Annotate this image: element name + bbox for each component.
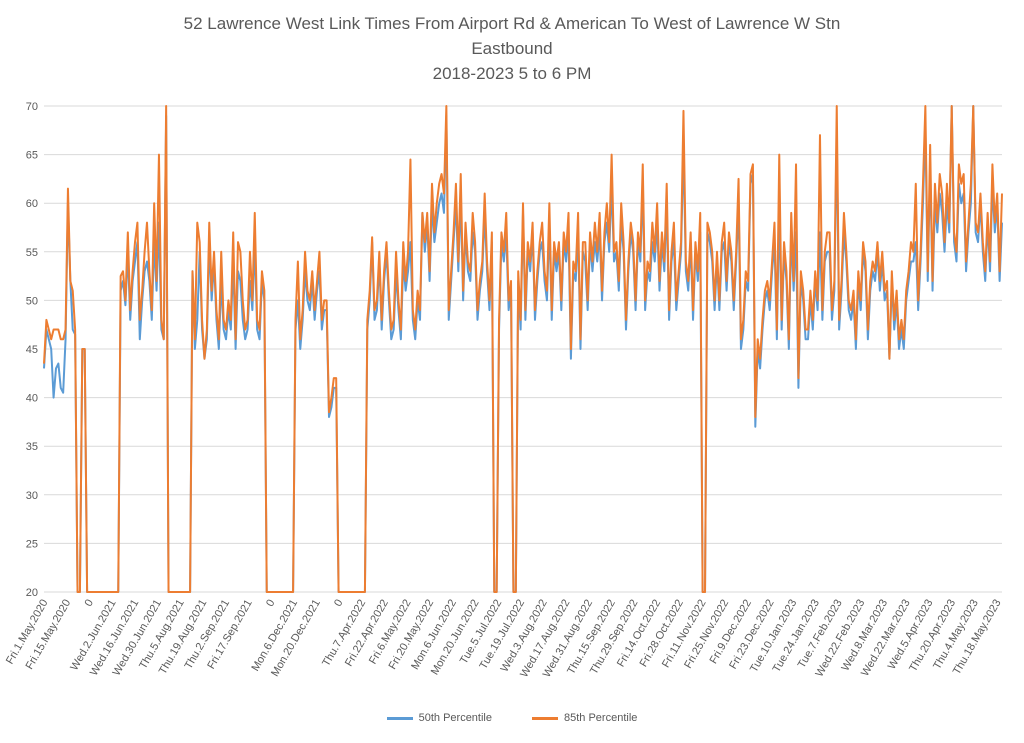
y-tick-label: 25 (26, 538, 38, 550)
x-tick-label: 0 (83, 598, 96, 609)
legend-swatch-p85 (532, 716, 558, 720)
y-tick-label: 65 (26, 150, 38, 162)
series-line-p85 (43, 105, 1003, 593)
series-lines (43, 105, 1003, 593)
chart-title-line-3: 2018-2023 5 to 6 PM (432, 64, 592, 83)
y-tick-label: 30 (26, 490, 38, 502)
x-tick-label: 0 (264, 598, 277, 609)
y-tick-label: 35 (26, 441, 38, 453)
legend-label-p50: 50th Percentile (418, 712, 492, 724)
legend-item-p85[interactable]: 85th Percentile (532, 712, 637, 724)
legend-swatch-p50 (386, 716, 413, 720)
chart-title-line-2: Eastbound (471, 39, 553, 58)
y-tick-label: 45 (26, 344, 38, 356)
legend-label-p85: 85th Percentile (564, 712, 638, 724)
chart-title-line-1: 52 Lawrence West Link Times From Airport… (183, 14, 841, 33)
y-tick-label: 60 (26, 198, 38, 210)
gridlines (44, 105, 1002, 593)
y-tick-label: 70 (26, 101, 38, 113)
legend: 50th Percentile 85th Percentile (0, 712, 1024, 724)
legend-item-p50[interactable]: 50th Percentile (386, 712, 492, 724)
y-axis-ticks: 20 25 30 35 40 45 50 55 60 65 70 (26, 101, 38, 599)
x-tick-label: 0 (332, 598, 345, 609)
y-tick-label: 50 (26, 295, 38, 307)
y-tick-label: 40 (26, 393, 38, 405)
y-tick-label: 55 (26, 247, 38, 259)
y-tick-label: 20 (26, 587, 38, 599)
